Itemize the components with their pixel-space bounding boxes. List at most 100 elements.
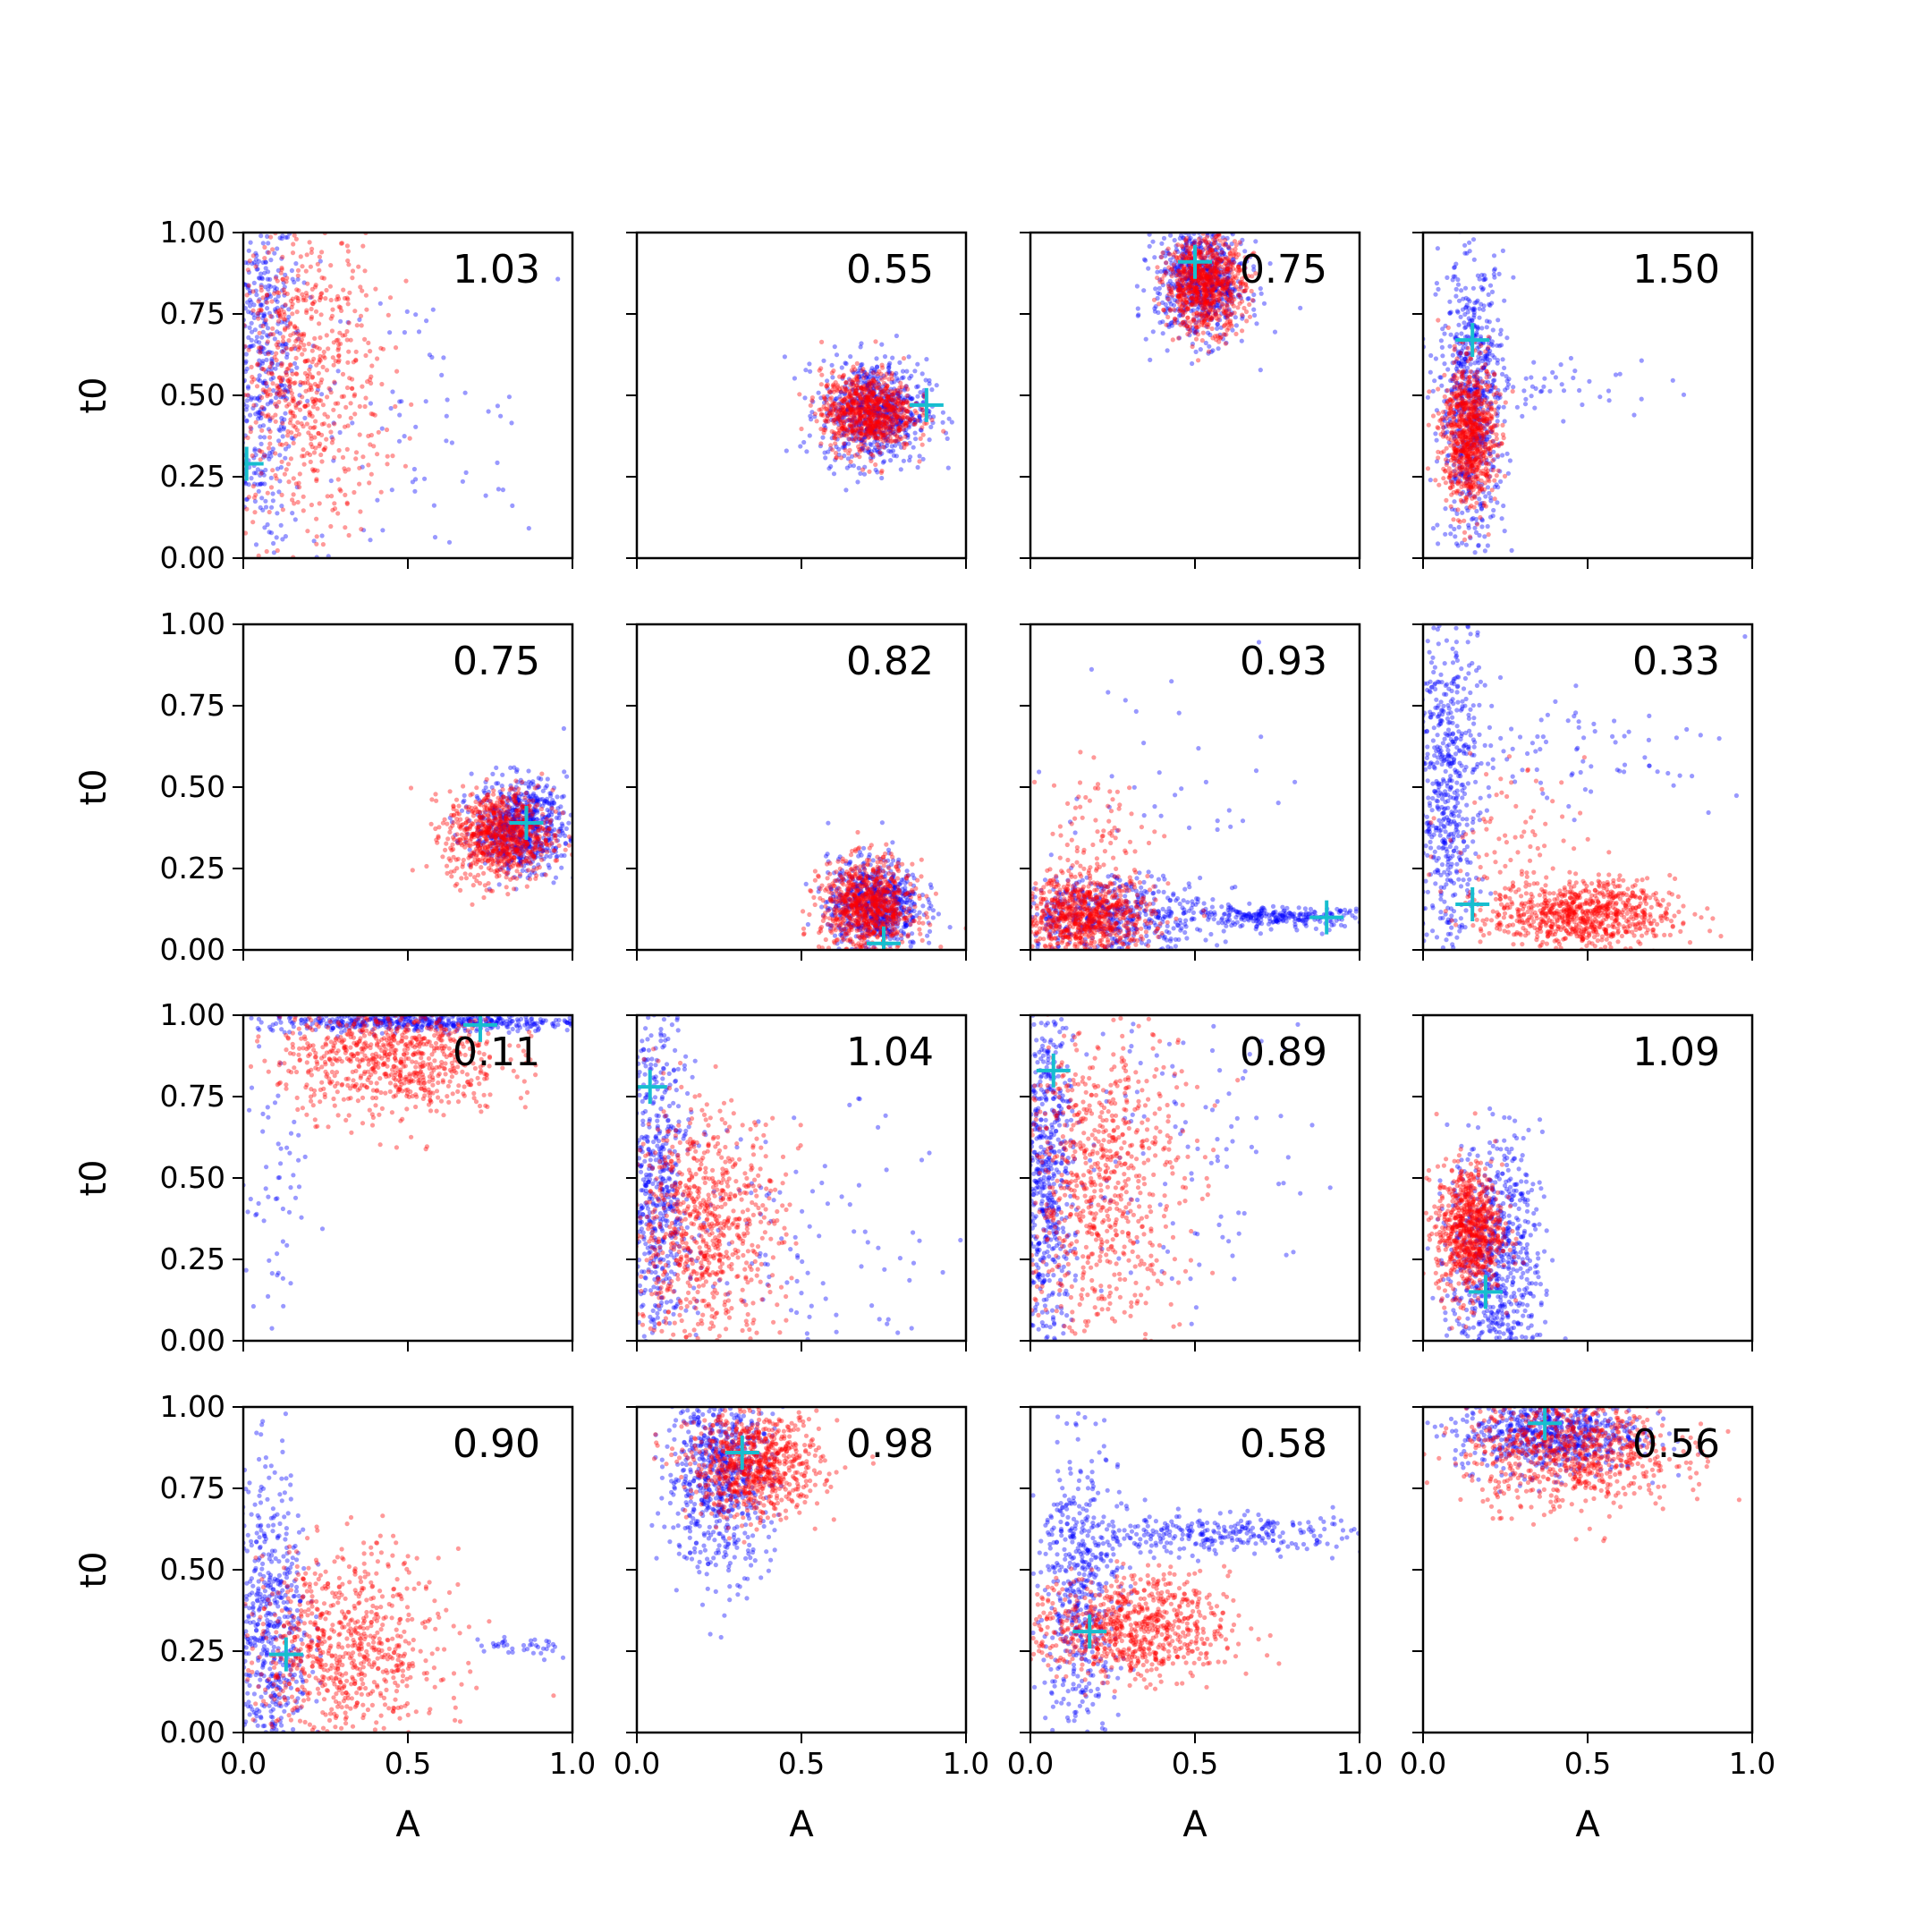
- blue-point: [1462, 361, 1467, 367]
- red-point: [283, 389, 288, 394]
- red-point: [877, 397, 882, 402]
- blue-point: [1481, 365, 1487, 370]
- red-point: [854, 402, 860, 408]
- blue-point: [1479, 396, 1484, 402]
- blue-point: [252, 448, 258, 453]
- red-point: [335, 401, 341, 406]
- red-point: [311, 399, 317, 404]
- blue-point: [1475, 324, 1480, 329]
- blue-point: [1205, 233, 1210, 238]
- blue-point: [874, 394, 879, 400]
- blue-point: [251, 280, 257, 285]
- blue-point: [1447, 310, 1453, 316]
- red-point: [886, 414, 891, 419]
- red-point: [302, 359, 308, 364]
- red-point: [295, 499, 301, 505]
- red-point: [1227, 251, 1233, 257]
- red-point: [390, 453, 395, 459]
- red-point: [869, 425, 874, 430]
- blue-point: [1587, 378, 1592, 384]
- blue-point: [1606, 388, 1612, 394]
- blue-point: [1464, 334, 1470, 339]
- red-point: [1211, 293, 1216, 299]
- red-point: [1173, 317, 1178, 322]
- blue-point: [869, 386, 874, 392]
- blue-point: [1474, 437, 1480, 443]
- red-point: [894, 413, 900, 419]
- blue-point: [1453, 419, 1459, 424]
- blue-point: [285, 389, 291, 394]
- blue-point: [866, 449, 871, 454]
- red-point: [883, 402, 889, 408]
- blue-point: [1168, 283, 1174, 288]
- blue-point: [247, 325, 252, 330]
- red-point: [350, 268, 356, 274]
- blue-point: [1487, 283, 1494, 288]
- red-point: [1198, 267, 1203, 272]
- red-point: [244, 506, 250, 512]
- blue-point: [849, 426, 854, 431]
- blue-point: [859, 386, 864, 391]
- blue-point: [1475, 369, 1480, 375]
- blue-point: [258, 481, 263, 487]
- blue-point: [884, 424, 889, 429]
- red-point: [845, 402, 851, 408]
- blue-point: [1182, 321, 1187, 326]
- red-point: [1220, 301, 1225, 307]
- blue-point: [1479, 358, 1486, 364]
- red-point: [274, 476, 279, 481]
- red-point: [869, 398, 874, 403]
- red-point: [849, 407, 854, 412]
- blue-point: [1237, 292, 1242, 298]
- red-point: [301, 297, 306, 303]
- blue-point: [402, 434, 407, 439]
- blue-point: [1483, 362, 1488, 368]
- red-point: [859, 406, 864, 411]
- blue-point: [1172, 285, 1177, 291]
- blue-point: [255, 482, 260, 487]
- red-point: [877, 415, 882, 421]
- blue-point: [798, 444, 803, 449]
- blue-point: [1471, 374, 1477, 379]
- blue-point: [1208, 274, 1214, 279]
- red-point: [1451, 455, 1456, 461]
- red-point: [1245, 255, 1250, 260]
- y-axis-label: t0: [73, 377, 114, 413]
- red-point: [877, 415, 883, 420]
- red-point: [1187, 328, 1192, 334]
- blue-point: [1180, 312, 1185, 318]
- red-point: [1228, 318, 1233, 324]
- blue-point: [1216, 282, 1222, 287]
- blue-point: [1453, 409, 1459, 414]
- red-point: [890, 397, 895, 402]
- red-point: [821, 403, 826, 409]
- blue-point: [249, 310, 254, 316]
- blue-point: [868, 423, 873, 428]
- blue-point: [1210, 348, 1216, 353]
- red-point: [1224, 320, 1230, 326]
- blue-point: [256, 349, 261, 354]
- blue-point: [877, 428, 882, 434]
- red-point: [869, 378, 874, 384]
- blue-point: [1481, 277, 1487, 283]
- blue-point: [1205, 275, 1210, 281]
- blue-point: [1460, 369, 1465, 375]
- red-point: [1185, 315, 1191, 320]
- red-point: [1211, 300, 1217, 305]
- red-point: [852, 391, 858, 396]
- blue-point: [870, 406, 876, 411]
- blue-point: [870, 390, 876, 395]
- red-point: [823, 406, 828, 411]
- red-point: [1206, 287, 1211, 293]
- blue-point: [1500, 357, 1505, 362]
- red-point: [911, 421, 917, 427]
- red-point: [1201, 306, 1207, 312]
- blue-point: [1542, 376, 1547, 381]
- red-point: [1221, 324, 1227, 329]
- red-point: [307, 387, 312, 393]
- red-point: [251, 402, 257, 408]
- blue-point: [1450, 352, 1455, 358]
- blue-point: [1228, 280, 1233, 285]
- blue-point: [1471, 309, 1477, 315]
- blue-point: [1447, 310, 1453, 316]
